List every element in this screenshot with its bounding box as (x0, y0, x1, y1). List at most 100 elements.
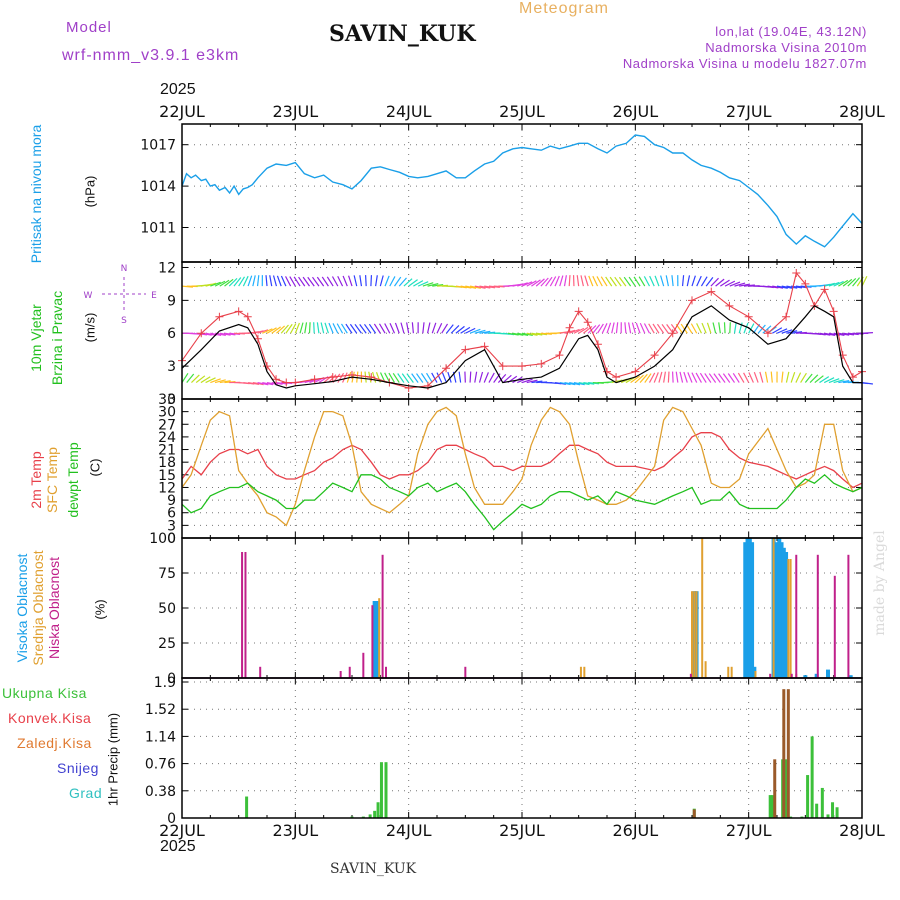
wind-direction-arrow (479, 330, 491, 334)
wind-direction-arrow (316, 276, 325, 287)
wind-direction-arrow (564, 329, 576, 334)
wind-gust-marker (243, 312, 252, 321)
wind-direction-arrow (786, 285, 798, 289)
wind-gust-marker (612, 373, 621, 382)
wind-direction-arrow (771, 327, 783, 334)
wind-direction-arrow (328, 322, 334, 334)
cloud-bar-high (750, 542, 755, 678)
precip-bar-total (835, 807, 839, 818)
wind-direction-arrow (661, 323, 669, 334)
precip-bar-convective (786, 689, 790, 818)
wind-direction-arrow (280, 324, 289, 334)
wind-direction-arrow (195, 375, 206, 384)
wind-direction-arrow (403, 278, 413, 287)
wind-direction-arrow (729, 281, 741, 287)
temp-y-tick-label: 0 (167, 531, 176, 547)
precip-bar-total (373, 810, 377, 818)
cloud-bar-mid (704, 661, 707, 678)
wind-direction-arrow (842, 278, 853, 287)
wind-direction-arrow (205, 377, 216, 384)
wind-direction-arrow (704, 373, 712, 383)
wind-direction-arrow (824, 332, 836, 336)
wind-direction-arrow (340, 323, 348, 334)
temp-y-tick-label: 30 (158, 405, 176, 421)
wind-direction-arrow (364, 323, 372, 334)
cloud-bar-low (259, 666, 262, 678)
wind-gust-marker (234, 307, 243, 316)
wind-direction-arrow (814, 375, 824, 384)
wind-direction-arrow (388, 372, 396, 383)
wind-direction-arrow (588, 275, 594, 287)
panel-frame (181, 677, 863, 819)
wind-direction-arrow (379, 275, 384, 287)
wind-direction-arrow (397, 373, 405, 383)
wind-direction-arrow (628, 276, 636, 287)
compass-letter: W (84, 291, 93, 301)
wind-direction-arrow (401, 373, 410, 383)
station-title: SAVIN_KUK (329, 21, 476, 47)
wind-direction-arrow (257, 329, 269, 334)
wind-direction-arrow (458, 371, 462, 383)
wind-direction-arrow (691, 275, 696, 287)
wind-direction-arrow (564, 381, 576, 386)
wind-gust-marker (583, 318, 592, 327)
wind-direction-arrow (252, 275, 256, 287)
wind-direction-arrow (342, 275, 348, 287)
year-top: 2025 (160, 81, 196, 98)
cloud-bar-high (743, 542, 748, 678)
wind-direction-arrow (269, 275, 273, 287)
wind-direction-arrow (833, 332, 845, 336)
wind-direction-arrow (671, 275, 674, 287)
wind-direction-arrow (660, 275, 665, 287)
wind-direction-arrow (304, 322, 308, 334)
wind-direction-arrow (531, 279, 541, 287)
wind-direction-arrow (484, 285, 496, 289)
precip-bar-total (376, 802, 380, 818)
wind-direction-arrow (578, 326, 589, 334)
wind-speed-line (181, 305, 862, 389)
wind-direction-arrow (427, 283, 439, 287)
precip-bar-total (815, 803, 819, 818)
wind-direction-arrow (597, 323, 604, 334)
wind-direction-arrow (757, 324, 766, 334)
wind-direction-arrow (540, 277, 549, 287)
wind-direction-arrow (665, 275, 669, 287)
precip-bar-total (245, 796, 249, 818)
wind-direction-arrow (219, 380, 231, 384)
wind-direction-arrow (262, 328, 273, 334)
wind-direction-arrow (441, 323, 449, 334)
wind-direction-arrow (299, 322, 304, 334)
wind-direction-arrow (708, 373, 717, 383)
wind-gust-marker (631, 367, 640, 376)
cloud-bar-high (777, 538, 782, 678)
wind-direction-arrow (205, 332, 217, 336)
x-tick-label-bottom: 26JUL (612, 821, 658, 840)
wind-gust-marker (574, 307, 583, 316)
wind-direction-arrow (384, 275, 390, 287)
cloud-bar-mid (787, 559, 790, 678)
wind-direction-arrow (569, 328, 580, 334)
wind-direction-arrow (285, 323, 293, 334)
wind-direction-arrow (521, 378, 533, 384)
wind-direction-arrow (411, 322, 414, 334)
cloud-bar-mid (695, 591, 698, 678)
precip-bar-total (379, 762, 383, 818)
wind-direction-arrow (720, 279, 730, 287)
wind-direction-arrow (615, 322, 619, 334)
wind-direction-arrow (353, 275, 358, 287)
wind-direction-arrow (648, 323, 655, 334)
wind-direction-arrow (436, 323, 443, 334)
wind-gust-marker (328, 373, 337, 382)
wind-direction-arrow (426, 372, 433, 383)
wind-direction-arrow (644, 373, 652, 383)
wind-direction-arrow (272, 275, 278, 287)
wind-direction-arrow (809, 374, 819, 383)
wind-gust-marker (442, 364, 451, 373)
wind-gust-marker (792, 268, 801, 277)
wind-direction-arrow (262, 381, 274, 386)
wind-direction-arrow (800, 372, 807, 383)
wind-direction-arrow (649, 275, 655, 287)
wind-direction-arrow (666, 323, 674, 334)
wind-direction-arrow (701, 322, 707, 334)
x-tick-label-top: 22JUL (159, 102, 205, 121)
